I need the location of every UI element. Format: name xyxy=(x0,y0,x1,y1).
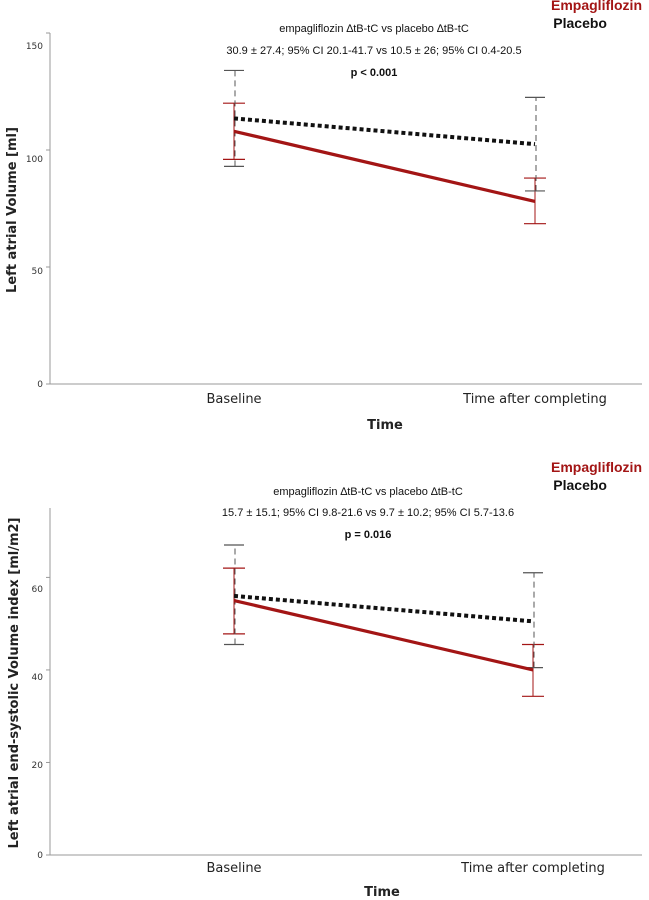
y-tick-label: 100 xyxy=(26,155,43,165)
chart-left-atrial-volume-index: Empagliflozin Placebo empagliflozin ∆tB-… xyxy=(7,459,642,900)
y-axis-title: Left atrial end-systolic Volume index [m… xyxy=(7,518,22,849)
series-line-placebo xyxy=(233,593,534,624)
x-axis-title: Time xyxy=(364,885,400,900)
y-tick-label: 0 xyxy=(37,380,43,390)
x-category-label: Baseline xyxy=(206,861,261,876)
x-category-label: Time after completing xyxy=(460,861,605,876)
chart-left-atrial-volume: Empagliflozin Placebo empagliflozin ∆tB-… xyxy=(5,0,642,433)
y-tick-label: 40 xyxy=(32,673,44,683)
annotation-line1: empagliflozin ∆tB-tC vs placebo ∆tB-tC xyxy=(273,486,463,498)
y-tick-label: 20 xyxy=(32,761,44,771)
chart-marks xyxy=(46,32,546,385)
series-line-placebo xyxy=(233,116,536,147)
annotation-line1: empagliflozin ∆tB-tC vs placebo ∆tB-tC xyxy=(279,23,469,35)
p-value: p < 0.001 xyxy=(351,67,398,79)
chart-marks xyxy=(46,544,544,856)
legend-empagliflozin: Empagliflozin xyxy=(551,0,642,13)
x-axis-title: Time xyxy=(367,418,403,433)
p-value: p = 0.016 xyxy=(345,529,392,541)
x-category-label: Time after completing xyxy=(462,392,607,407)
series-line-empagliflozin xyxy=(233,129,536,204)
annotation-line2: 15.7 ± 15.1; 95% CI 9.8-21.6 vs 9.7 ± 10… xyxy=(222,507,514,519)
annotation-line2: 30.9 ± 27.4; 95% CI 20.1-41.7 vs 10.5 ± … xyxy=(226,45,521,57)
y-tick-label: 60 xyxy=(32,585,44,595)
y-tick-label: 50 xyxy=(32,267,44,277)
series-line-empagliflozin xyxy=(233,598,534,672)
legend-placebo: Placebo xyxy=(553,477,607,493)
y-tick-label: 0 xyxy=(37,851,43,861)
x-category-label: Baseline xyxy=(206,392,261,407)
legend-placebo: Placebo xyxy=(553,15,607,31)
y-axis-title: Left atrial Volume [ml] xyxy=(5,127,20,293)
legend-empagliflozin: Empagliflozin xyxy=(551,459,642,475)
y-tick-label: 150 xyxy=(26,42,43,52)
